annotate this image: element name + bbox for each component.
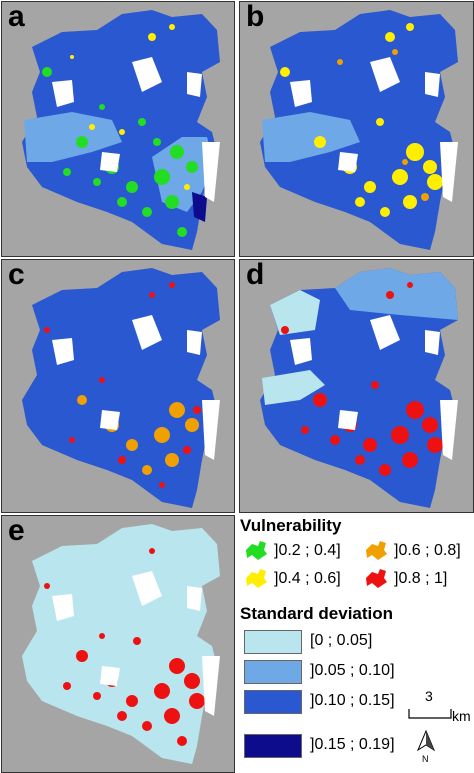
std-label: [0 ; 0.05] <box>310 632 373 649</box>
std-class-1: [0 ; 0.05] <box>244 630 404 654</box>
scale-value: 3 <box>425 688 433 704</box>
map-b-svg <box>240 2 473 256</box>
map-d-svg <box>240 260 473 512</box>
std-label: ]0.05 ; 0.10] <box>310 662 395 679</box>
std-swatch <box>244 660 302 684</box>
std-class-3: ]0.10 ; 0.15] <box>244 690 404 714</box>
vulnerability-legend-title: Vulnerability <box>240 516 342 535</box>
vulnerability-class-3: ]0.6 ; 0.8] <box>364 540 474 564</box>
region-shape <box>22 524 220 764</box>
std-class-2: ]0.05 ; 0.10] <box>244 660 404 684</box>
vulnerability-swatch <box>366 541 387 560</box>
panel-letter-b: b <box>246 1 265 33</box>
map-a-svg <box>2 2 234 256</box>
std-class-4: ]0.15 ; 0.19] <box>244 734 404 758</box>
panel-letter-e: e <box>8 515 25 547</box>
panel-letter-c: c <box>8 259 25 291</box>
map-panel-a: a <box>1 1 235 257</box>
map-e-svg <box>2 516 234 772</box>
map-legend: Vulnerability ]0.2 ; 0.4] ]0.4 ; 0.6] ]0… <box>240 514 474 772</box>
north-arrow-icon <box>416 730 436 752</box>
vulnerability-swatch <box>246 569 267 588</box>
vulnerability-label: ]0.4 ; 0.6] <box>274 570 341 587</box>
map-panel-b: b <box>239 1 474 257</box>
panel-letter-a: a <box>8 1 25 33</box>
std-legend-title: Standard deviation <box>240 604 394 623</box>
std-swatch <box>244 630 302 654</box>
region-shape <box>260 10 458 250</box>
map-c-svg <box>2 260 234 512</box>
vulnerability-class-2: ]0.4 ; 0.6] <box>244 568 354 592</box>
std-label: ]0.15 ; 0.19] <box>310 736 395 753</box>
vulnerability-label: ]0.6 ; 0.8] <box>394 542 461 559</box>
vulnerability-swatch <box>366 569 387 588</box>
vulnerability-swatch <box>246 541 267 560</box>
vulnerability-label: ]0.8 ; 1] <box>394 570 448 587</box>
scale-unit: km <box>452 708 471 724</box>
scale-bar <box>408 709 452 719</box>
map-panel-c: c <box>1 259 235 513</box>
vulnerability-class-4: ]0.8 ; 1] <box>364 568 474 592</box>
map-panel-e: e <box>1 515 235 773</box>
std-swatch <box>244 734 302 758</box>
vulnerability-class-1: ]0.2 ; 0.4] <box>244 540 354 564</box>
std-swatch <box>244 690 302 714</box>
panel-letter-d: d <box>246 259 265 291</box>
region-shape <box>22 268 220 508</box>
map-panel-d: d <box>239 259 474 513</box>
vulnerability-label: ]0.2 ; 0.4] <box>274 542 341 559</box>
std-label: ]0.10 ; 0.15] <box>310 692 395 709</box>
north-label: N <box>422 754 429 764</box>
